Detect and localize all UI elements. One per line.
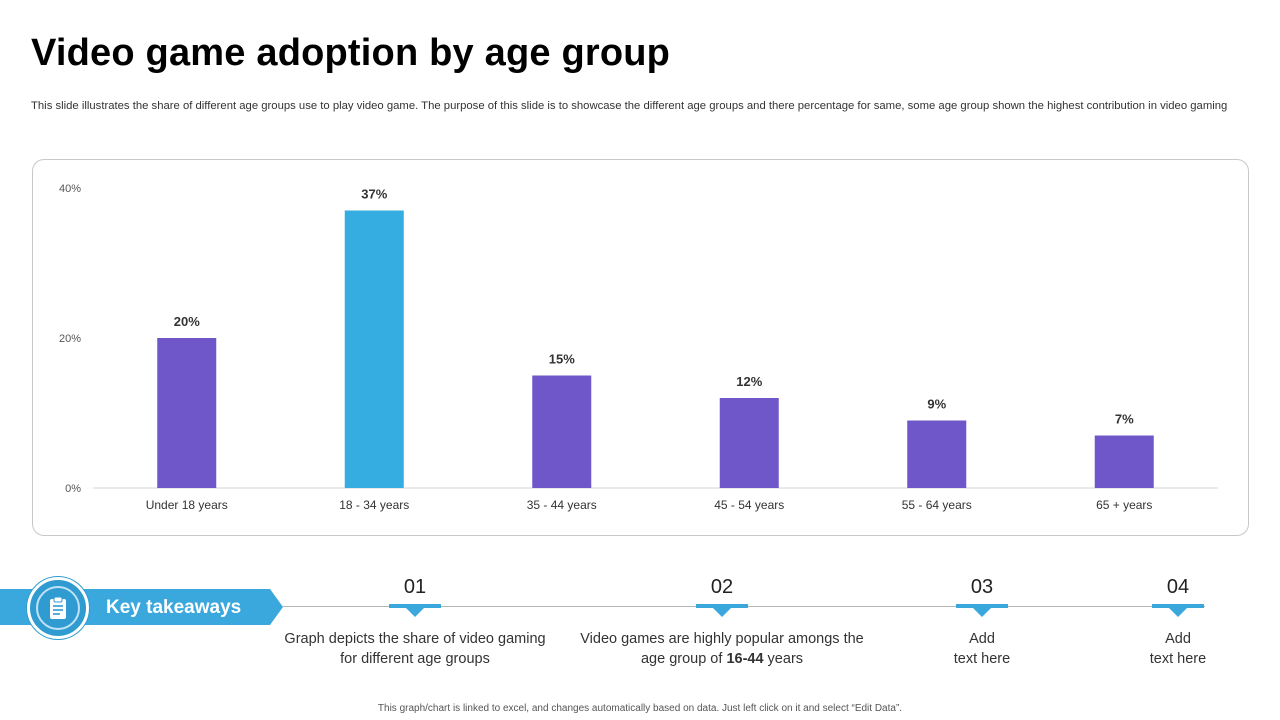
takeaway-marker-4 (1152, 604, 1204, 608)
takeaway-pointer-2 (713, 608, 731, 617)
takeaway-text-4-line1: Add (1165, 631, 1191, 647)
bar-value-label: 12% (736, 374, 762, 389)
takeaway-pointer-1 (406, 608, 424, 617)
x-category-label: 45 - 54 years (714, 498, 784, 512)
takeaway-marker-2 (696, 604, 748, 608)
bar[interactable] (157, 338, 217, 488)
chart-panel: 0% 20% 40% 20% Under 18 years 37% 18 - 34 year… (32, 159, 1249, 536)
takeaway-text-2-bold: 16-44 (726, 650, 764, 667)
y-tick-label: 40% (59, 183, 81, 195)
takeaway-marker-3 (956, 604, 1008, 608)
takeaway-text-2-after: years (763, 650, 804, 667)
y-tick-label: 20% (59, 333, 81, 345)
bar-value-label: 7% (1115, 412, 1134, 427)
bar[interactable] (532, 375, 592, 489)
takeaway-marker-1 (389, 604, 441, 608)
takeaway-text-2-before: Video games are highly popular amongs th… (580, 631, 864, 667)
bar-value-label: 15% (549, 352, 575, 367)
x-category-label: 18 - 34 years (339, 498, 409, 512)
bar-chart[interactable]: 0% 20% 40% 20% Under 18 years 37% 18 - 34 year… (33, 160, 1250, 537)
bar[interactable] (719, 398, 779, 488)
bar-value-label: 20% (174, 314, 200, 329)
clipboard-icon (36, 586, 80, 630)
x-category-label: 65 + years (1096, 498, 1152, 512)
takeaway-pointer-3 (973, 608, 991, 617)
takeaway-text-2: Video games are highly popular amongs th… (572, 630, 872, 669)
x-category-label: 55 - 64 years (902, 498, 972, 512)
page-subtitle: This slide illustrates the share of diff… (31, 100, 1228, 112)
bar-value-label: 37% (361, 187, 387, 202)
footer-note: This graph/chart is linked to excel, and… (377, 703, 903, 714)
takeaway-text-3[interactable]: Add text here (902, 630, 1062, 669)
takeaway-number-4: 04 (1166, 576, 1190, 598)
takeaway-text-3-line1: Add (969, 631, 995, 647)
takeaway-number-3: 03 (970, 576, 994, 598)
takeaway-number-2: 02 (710, 576, 734, 598)
takeaway-text-4-line2: text here (1149, 650, 1207, 667)
bar[interactable] (907, 420, 967, 489)
takeaway-number-1: 01 (403, 576, 427, 598)
takeaway-text-1: Graph depicts the share of video gaming … (284, 631, 546, 667)
page-title: Video game adoption by age group (31, 32, 671, 74)
x-category-label: Under 18 years (146, 498, 228, 512)
takeaway-text-4[interactable]: Add text here (1098, 630, 1258, 669)
bar-value-label: 9% (927, 397, 946, 412)
y-tick-label: 0% (65, 483, 81, 495)
bar[interactable] (1094, 435, 1154, 489)
key-takeaways-label: Key takeaways (106, 597, 242, 618)
x-category-label: 35 - 44 years (527, 498, 597, 512)
takeaway-pointer-4 (1169, 608, 1187, 617)
bar[interactable] (344, 210, 404, 489)
takeaway-text-3-line2: text here (953, 650, 1011, 667)
